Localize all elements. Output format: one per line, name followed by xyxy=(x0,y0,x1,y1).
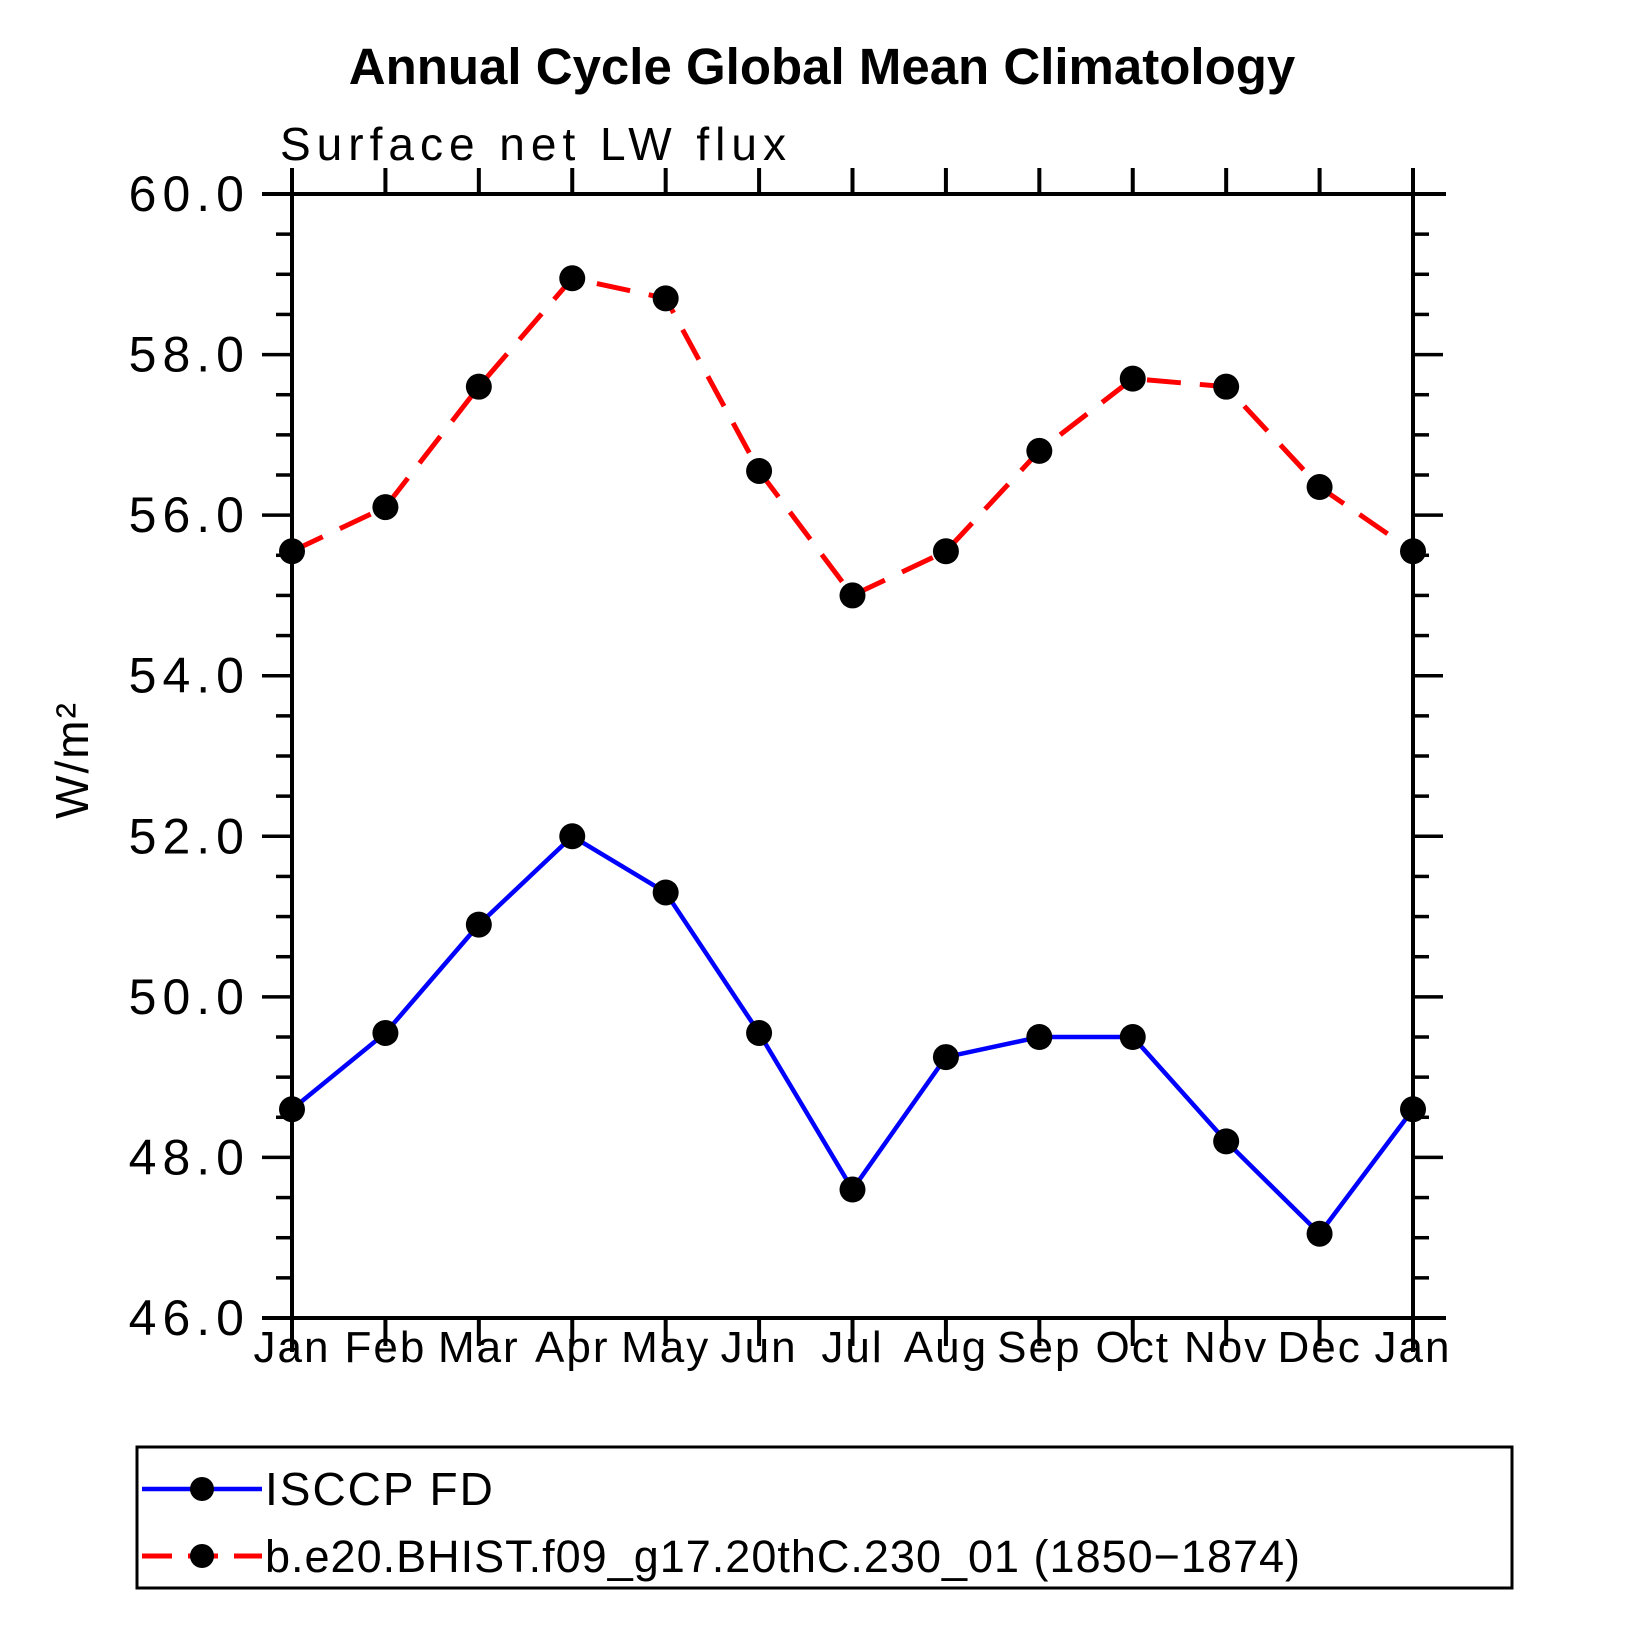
data-point-marker xyxy=(652,285,679,312)
data-point-marker xyxy=(652,879,679,906)
y-axis-label: W/m² xyxy=(46,701,98,819)
x-tick-label: Jun xyxy=(721,1323,798,1372)
x-tick-label: Aug xyxy=(904,1323,988,1372)
y-tick-label: 52.0 xyxy=(129,808,250,864)
y-tick-label: 58.0 xyxy=(129,327,250,383)
legend-entry-model: b.e20.BHIST.f09_g17.20thC.230_01 (1850−1… xyxy=(142,1531,1301,1582)
data-point-marker xyxy=(839,1176,866,1203)
data-point-marker xyxy=(1026,1024,1053,1050)
chart-title: Annual Cycle Global Mean Climatology xyxy=(349,38,1296,95)
data-point-marker xyxy=(932,538,959,565)
plot-series xyxy=(279,265,1426,1247)
data-point-marker xyxy=(932,1044,959,1071)
data-point-marker xyxy=(1213,373,1240,400)
x-tick-label: Feb xyxy=(345,1323,427,1372)
data-point-marker xyxy=(839,582,866,609)
x-tick-label: Nov xyxy=(1184,1323,1268,1372)
series-line-model xyxy=(290,275,1415,599)
legend: ISCCP FD b.e20.BHIST.f09_g17.20thC.230_0… xyxy=(135,1445,1514,1590)
data-point-marker xyxy=(559,823,586,850)
legend-marker-circle xyxy=(190,1477,214,1501)
data-point-marker xyxy=(1306,474,1333,501)
data-point-marker xyxy=(372,1019,399,1046)
legend-entry-isccp: ISCCP FD xyxy=(142,1463,495,1515)
data-point-marker xyxy=(1119,1024,1146,1050)
x-tick-label: Sep xyxy=(997,1323,1081,1372)
y-tick-label: 56.0 xyxy=(129,487,250,543)
x-tick-label: Apr xyxy=(535,1323,609,1372)
data-point-marker xyxy=(559,265,586,292)
y-tick-label: 48.0 xyxy=(129,1129,250,1185)
x-tick-label: Jul xyxy=(821,1323,883,1372)
legend-label-model: b.e20.BHIST.f09_g17.20thC.230_01 (1850−1… xyxy=(265,1531,1301,1582)
chart-subtitle: Surface net LW flux xyxy=(280,118,792,170)
legend-label-isccp: ISCCP FD xyxy=(265,1463,495,1515)
data-point-marker xyxy=(1400,538,1426,565)
data-point-marker xyxy=(1119,365,1146,392)
data-point-marker xyxy=(746,1019,773,1046)
data-point-marker xyxy=(1213,1128,1240,1155)
x-tick-label: Dec xyxy=(1277,1323,1361,1372)
data-point-marker xyxy=(279,538,305,565)
series-line-isccp xyxy=(290,833,1415,1238)
x-tick-label: Oct xyxy=(1096,1323,1170,1372)
x-tick-label: May xyxy=(621,1323,710,1372)
y-tick-label: 46.0 xyxy=(129,1290,250,1346)
x-tick-label: Jan xyxy=(254,1323,331,1372)
data-point-marker xyxy=(1026,437,1053,464)
legend-box xyxy=(135,1445,1514,1590)
data-point-marker xyxy=(465,911,492,938)
y-tick-label: 54.0 xyxy=(129,648,250,704)
data-point-marker xyxy=(746,457,773,484)
data-point-marker xyxy=(1306,1220,1333,1247)
data-point-marker xyxy=(1400,1096,1426,1123)
legend-marker-circle xyxy=(190,1544,214,1568)
data-point-marker xyxy=(465,373,492,400)
x-tick-label: Mar xyxy=(438,1323,520,1372)
y-tick-label: 60.0 xyxy=(129,166,250,222)
y-tick-label: 50.0 xyxy=(129,969,250,1025)
data-point-marker xyxy=(279,1096,305,1123)
data-point-marker xyxy=(372,494,399,521)
x-tick-label: Jan xyxy=(1375,1323,1452,1372)
